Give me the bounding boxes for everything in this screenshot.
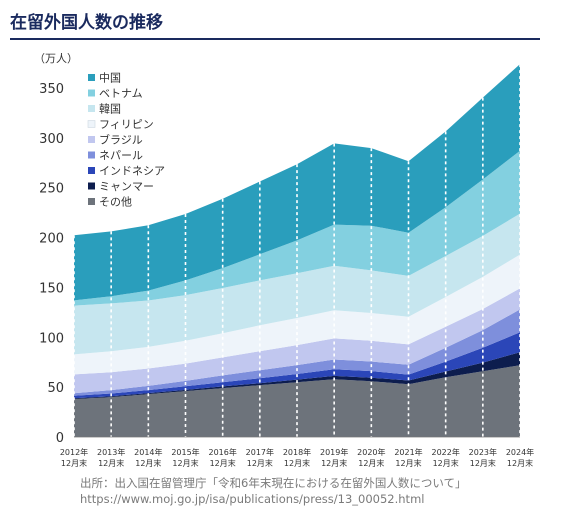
x-tick-month: 12月末	[507, 458, 533, 468]
area-series-6	[74, 213, 520, 355]
area-series-4	[74, 288, 520, 394]
x-tick-year: 2018年	[283, 447, 311, 457]
y-tick-label: 50	[47, 381, 64, 396]
legend-label-2: 韓国	[99, 103, 121, 116]
legend-label-3: フィリピン	[99, 118, 154, 131]
y-tick-label: 300	[39, 132, 64, 147]
x-tick-year: 2024年	[506, 447, 534, 457]
area-series-1	[74, 352, 520, 400]
legend-swatch-5	[88, 151, 95, 159]
legend-label-6: インドネシア	[99, 165, 165, 178]
x-tick-year: 2020年	[357, 447, 385, 457]
x-tick-year: 2012年	[60, 447, 88, 457]
legend-label-8: その他	[99, 196, 132, 209]
legend-swatch-8	[88, 198, 95, 205]
x-tick-month: 12月末	[470, 458, 496, 468]
x-tick-month: 12月末	[61, 458, 87, 468]
x-tick-year: 2022年	[431, 447, 459, 457]
legend-swatch-0	[88, 74, 95, 81]
legend-label-4: ブラジル	[99, 133, 143, 147]
x-tick-month: 12月末	[135, 458, 161, 468]
y-tick-label: 200	[39, 232, 64, 247]
x-tick-year: 2017年	[246, 447, 274, 457]
legend-label-7: ミャンマー	[99, 180, 154, 193]
x-tick-year: 2021年	[394, 447, 422, 457]
legend-swatch-6	[88, 167, 95, 174]
x-tick-month: 12月末	[358, 458, 384, 468]
x-tick-year: 2016年	[208, 447, 236, 457]
title-underline	[10, 38, 540, 40]
y-unit-label: （万人）	[34, 52, 78, 65]
source-note: 出所：出入国在留管理庁「令和6年末現在における在留外国人数について」 https…	[80, 475, 466, 507]
x-tick-month: 12月末	[321, 458, 347, 468]
legend-swatch-3	[87, 120, 96, 128]
legend-swatch-2	[88, 105, 95, 112]
legend-swatch-1	[88, 89, 95, 97]
x-tick-year: 2014年	[134, 447, 162, 457]
legend-label-5: ネパール	[99, 149, 143, 162]
x-tick-year: 2015年	[171, 447, 199, 457]
legend-label-1: ベトナム	[99, 87, 143, 100]
source-line-1: 出所：出入国在留管理庁「令和6年末現在における在留外国人数について」	[80, 476, 467, 490]
y-tick-label: 350	[39, 82, 64, 97]
x-tick-month: 12月末	[210, 458, 236, 468]
y-tick-label: 250	[39, 182, 64, 197]
y-tick-label: 100	[39, 331, 64, 346]
legend-label-0: 中国	[99, 72, 121, 85]
x-tick-year: 2019年	[320, 447, 348, 457]
area-series-7	[74, 150, 520, 306]
x-tick-month: 12月末	[172, 458, 198, 468]
legend-swatch-4	[88, 136, 95, 143]
x-tick-month: 12月末	[98, 458, 124, 468]
chart-title: 在留外国人数の推移	[10, 13, 163, 33]
legend-swatch-7	[88, 182, 95, 190]
y-tick-label: 0	[56, 431, 64, 446]
area-series-5	[74, 254, 520, 375]
x-tick-year: 2013年	[97, 447, 125, 457]
x-tick-month: 12月末	[433, 458, 459, 468]
x-tick-month: 12月末	[247, 458, 273, 468]
x-tick-month: 12月末	[395, 458, 421, 468]
source-url: https://www.moj.go.jp/isa/publications/p…	[80, 492, 425, 506]
y-tick-label: 150	[39, 281, 64, 296]
x-tick-year: 2023年	[469, 447, 497, 457]
x-tick-month: 12月末	[284, 458, 310, 468]
